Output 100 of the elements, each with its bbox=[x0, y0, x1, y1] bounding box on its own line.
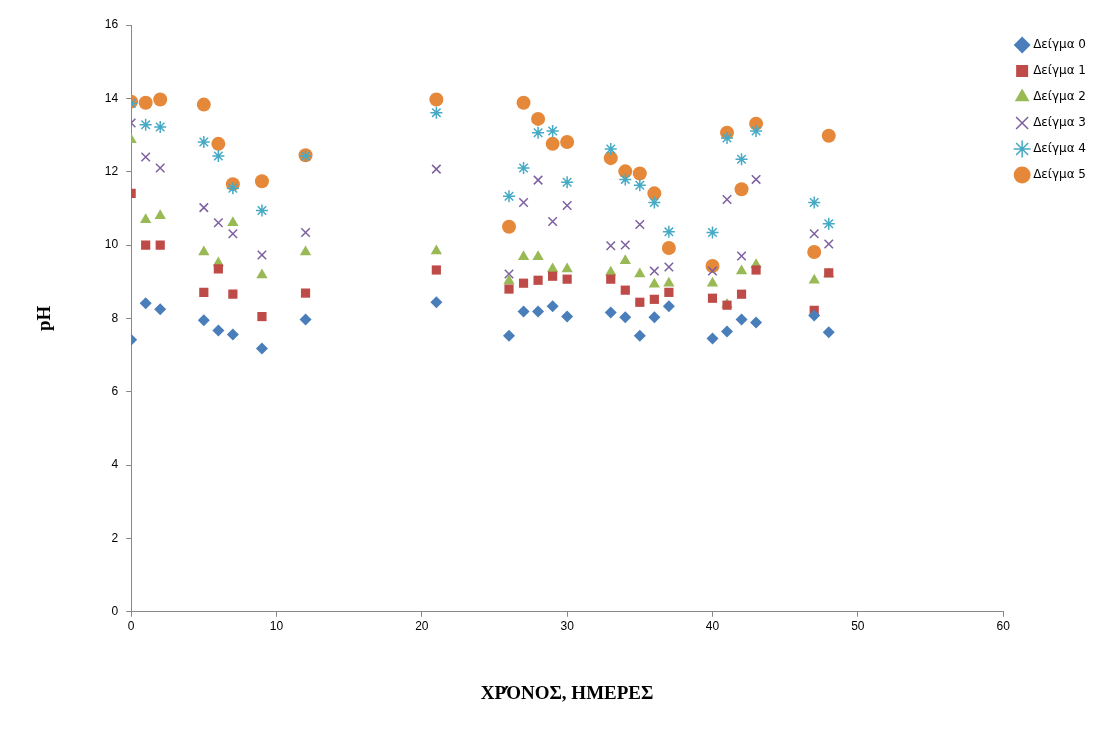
point bbox=[257, 311, 267, 322]
point bbox=[430, 296, 443, 309]
point bbox=[256, 249, 267, 260]
point bbox=[226, 181, 240, 195]
x-tick-label: 60 bbox=[996, 619, 1011, 634]
x-axis-title: ΧΡΌΝΟΣ, ΗΜΕΡΕΣ bbox=[480, 681, 654, 703]
point bbox=[561, 262, 573, 273]
point bbox=[562, 200, 573, 211]
point bbox=[196, 97, 211, 112]
point bbox=[605, 240, 616, 251]
legend-label: Δείγμα 0 bbox=[1033, 37, 1087, 52]
point bbox=[213, 264, 223, 274]
point bbox=[431, 265, 441, 275]
point bbox=[706, 276, 719, 287]
point bbox=[155, 240, 165, 250]
y-axis-title: pH bbox=[33, 305, 55, 332]
point bbox=[517, 250, 530, 261]
point bbox=[648, 311, 661, 324]
point bbox=[255, 342, 268, 355]
point bbox=[619, 311, 632, 324]
legend-label: Δείγμα 3 bbox=[1033, 115, 1087, 130]
point bbox=[633, 329, 646, 342]
point bbox=[504, 269, 515, 280]
x-tick-label: 10 bbox=[269, 619, 284, 634]
point bbox=[531, 126, 545, 140]
point bbox=[503, 329, 516, 342]
point bbox=[632, 166, 647, 181]
point bbox=[227, 228, 238, 239]
point bbox=[300, 227, 311, 238]
point bbox=[823, 238, 834, 249]
point bbox=[663, 262, 674, 273]
point bbox=[620, 240, 631, 251]
point bbox=[429, 105, 444, 120]
x-tick-label: 0 bbox=[127, 619, 135, 634]
y-tick-label: 0 bbox=[111, 604, 119, 619]
point bbox=[138, 118, 153, 132]
point bbox=[648, 277, 660, 288]
y-tick-label: 12 bbox=[104, 164, 119, 179]
point bbox=[503, 274, 515, 285]
point bbox=[734, 182, 749, 197]
point bbox=[228, 289, 238, 299]
point bbox=[808, 309, 821, 322]
point bbox=[299, 245, 312, 256]
point bbox=[518, 278, 529, 288]
point bbox=[647, 186, 662, 201]
point bbox=[517, 305, 530, 318]
legend-label: Δείγμα 2 bbox=[1033, 89, 1087, 104]
point bbox=[605, 265, 617, 276]
point bbox=[140, 213, 152, 223]
point bbox=[532, 250, 544, 261]
legend-label: Δείγμα 1 bbox=[1033, 63, 1087, 78]
point bbox=[721, 325, 734, 338]
point bbox=[620, 285, 630, 295]
point bbox=[153, 120, 167, 134]
point bbox=[300, 288, 311, 298]
point bbox=[545, 124, 560, 138]
point bbox=[635, 297, 645, 307]
point bbox=[707, 293, 718, 303]
point bbox=[502, 189, 516, 204]
point bbox=[545, 136, 560, 151]
point bbox=[734, 152, 749, 166]
point bbox=[618, 172, 633, 187]
x-tick-label: 40 bbox=[705, 619, 720, 634]
point bbox=[561, 310, 574, 323]
point bbox=[822, 326, 835, 339]
y-tick-label: 14 bbox=[104, 90, 119, 105]
point bbox=[560, 134, 575, 149]
y-tick-label: 6 bbox=[111, 384, 119, 399]
point bbox=[735, 313, 748, 326]
point bbox=[807, 245, 822, 260]
point bbox=[722, 194, 733, 205]
point bbox=[254, 174, 269, 189]
point bbox=[705, 225, 720, 240]
point bbox=[604, 142, 618, 156]
point bbox=[533, 275, 543, 285]
x-tick-label: 30 bbox=[560, 619, 575, 634]
point bbox=[634, 267, 646, 278]
y-tick-label: 4 bbox=[111, 457, 119, 472]
point bbox=[198, 202, 209, 213]
point bbox=[140, 152, 151, 163]
point bbox=[706, 332, 719, 345]
point bbox=[504, 284, 514, 294]
point bbox=[154, 303, 167, 316]
point bbox=[548, 271, 558, 281]
point bbox=[211, 149, 226, 163]
point bbox=[431, 164, 442, 175]
point bbox=[647, 195, 662, 210]
point bbox=[198, 245, 210, 256]
point bbox=[211, 136, 226, 151]
point bbox=[255, 203, 269, 218]
x-tick-label: 50 bbox=[851, 619, 865, 634]
point bbox=[619, 254, 631, 265]
point bbox=[226, 328, 239, 341]
point bbox=[518, 197, 529, 208]
point bbox=[547, 216, 558, 227]
point bbox=[749, 124, 763, 138]
point bbox=[634, 219, 645, 230]
point bbox=[212, 324, 225, 337]
point bbox=[821, 128, 836, 143]
point bbox=[141, 240, 151, 250]
